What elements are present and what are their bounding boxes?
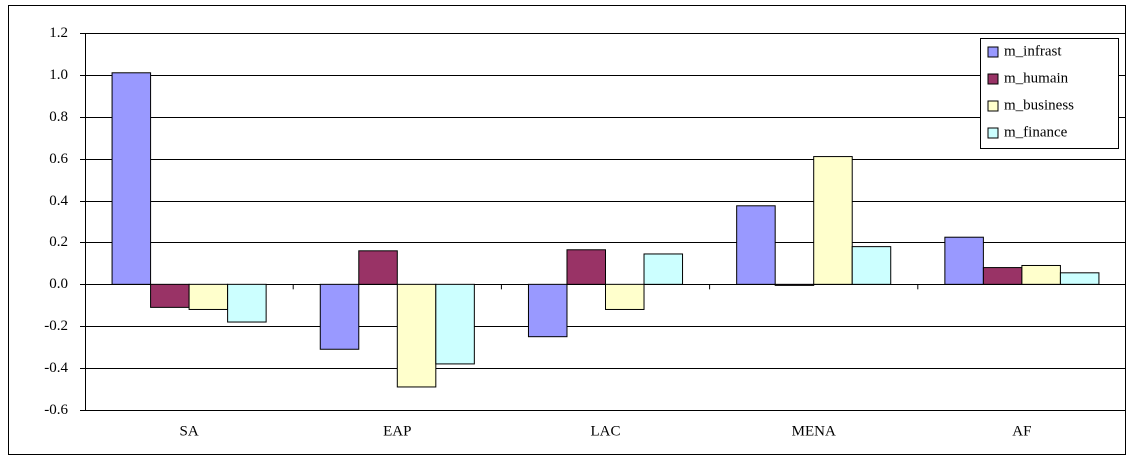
chart-frame bbox=[8, 5, 1126, 455]
legend-box bbox=[980, 38, 1119, 149]
bar bbox=[319, 283, 360, 350]
legend-label: m_humain bbox=[1004, 70, 1069, 86]
bar bbox=[851, 246, 892, 285]
x-tick-label: LAC bbox=[591, 423, 621, 439]
bar bbox=[813, 156, 853, 285]
y-tick-label: 0.2 bbox=[49, 234, 68, 250]
y-tick-label: 0.4 bbox=[49, 193, 68, 209]
bar bbox=[227, 283, 267, 323]
y-tick-label: 1.2 bbox=[49, 25, 68, 41]
bar bbox=[150, 283, 190, 308]
legend-label: m_finance bbox=[1004, 124, 1068, 140]
bar bbox=[566, 249, 606, 285]
bar bbox=[1021, 264, 1061, 285]
bar bbox=[358, 250, 398, 285]
bar bbox=[1059, 272, 1100, 285]
bar bbox=[435, 283, 475, 365]
legend-swatch bbox=[987, 46, 999, 58]
legend-swatch bbox=[987, 100, 999, 112]
bar bbox=[605, 283, 645, 310]
y-tick-label: 0.6 bbox=[49, 151, 68, 167]
bar bbox=[111, 72, 152, 285]
y-tick-label: -0.6 bbox=[44, 402, 68, 418]
y-tick-label: 1.0 bbox=[49, 67, 68, 83]
bar bbox=[944, 236, 984, 285]
y-tick-label: -0.2 bbox=[44, 318, 68, 334]
y-tick-label: 0.0 bbox=[49, 276, 68, 292]
bar bbox=[527, 283, 568, 338]
legend-label: m_business bbox=[1004, 97, 1074, 113]
bar bbox=[188, 283, 229, 310]
y-tick-label: 0.8 bbox=[49, 109, 68, 125]
bar bbox=[774, 283, 815, 286]
legend-swatch bbox=[987, 127, 999, 139]
x-tick-label: SA bbox=[180, 423, 199, 439]
legend-label: m_infrast bbox=[1004, 43, 1062, 59]
legend-swatch bbox=[987, 73, 999, 85]
y-tick-label: -0.4 bbox=[44, 360, 68, 376]
bar bbox=[982, 267, 1023, 285]
x-tick-label: AF bbox=[1012, 423, 1031, 439]
bar bbox=[736, 205, 776, 285]
bar bbox=[396, 283, 437, 388]
x-tick-label: EAP bbox=[383, 423, 411, 439]
bar bbox=[643, 253, 684, 285]
x-tick-label: MENA bbox=[792, 423, 836, 439]
